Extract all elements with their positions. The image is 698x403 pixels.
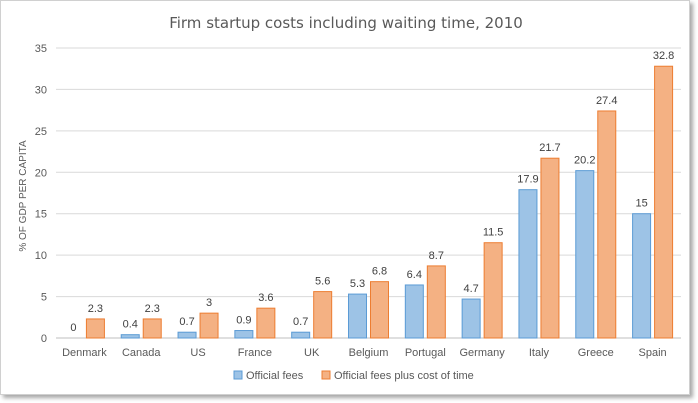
data-labels: 0 2.3 0.4 2.3 0.7 3 0.9 3.6 0.7 5.6 5.3 6.8 6.4 8.7 4.… [70,50,674,334]
y-tick-label: 30 [35,84,47,96]
category-label: US [190,347,205,359]
bar-fees-plus-time [370,281,389,339]
bar-official-fees [348,293,367,339]
data-label: 2.3 [88,303,103,315]
data-label: 32.8 [653,50,674,62]
bar-fees-plus-time [426,265,446,339]
data-label: 11.5 [483,227,504,239]
y-tick-label: 10 [35,250,47,262]
bar-official-fees [120,334,140,339]
data-label: 4.7 [463,283,478,295]
gridlines [56,47,681,339]
legend: Official fees Official fees plus cost of … [233,370,474,382]
bars [85,65,674,339]
y-tick-label: 5 [41,292,47,304]
bar-official-fees [177,331,197,339]
data-label: 0 [70,322,76,334]
bar-official-fees [632,213,652,339]
y-axis-label: % OF GDP PER CAPITA [18,140,29,252]
category-label: Portugal [405,347,446,359]
bar-fees-plus-time [483,242,503,339]
bar-official-fees [461,298,481,339]
data-label: 0.7 [293,316,308,328]
bar-fees-plus-time [597,110,617,339]
legend-swatch [233,370,243,380]
data-label: 20.2 [574,155,595,167]
data-label: 8.7 [429,250,444,262]
y-tick-label: 35 [35,43,47,55]
bar-fees-plus-time [313,291,333,339]
data-label: 5.6 [315,276,330,288]
legend-label: Official fees plus cost of time [334,370,474,382]
data-label: 21.7 [539,142,560,154]
category-label: UK [304,347,320,359]
bar-fees-plus-time [199,312,219,339]
bar-official-fees [575,170,595,339]
data-label: 0.4 [123,319,138,331]
category-label: Denmark [62,347,107,359]
chart-frame: Firm startup costs including waiting tim… [0,0,690,395]
category-label: Germany [460,347,506,359]
data-label: 15 [635,198,647,210]
category-label: Spain [639,347,667,359]
y-axis-ticks: 0 5 10 15 20 25 30 35 [35,43,47,345]
data-label: 3 [206,297,212,309]
category-label: Belgium [349,347,389,359]
data-label: 0.9 [236,315,251,327]
legend-swatch [321,370,331,380]
bar-fees-plus-time [85,318,105,339]
data-label: 2.3 [145,303,160,315]
category-label: Italy [529,347,550,359]
bar-official-fees [518,189,538,339]
bar-chart: Firm startup costs including waiting tim… [18,14,681,382]
legend-label: Official fees [246,370,304,382]
data-label: 6.4 [407,269,422,281]
bar-fees-plus-time [256,307,276,339]
y-tick-label: 25 [35,126,47,138]
y-tick-label: 15 [35,209,47,221]
bar-fees-plus-time [540,157,560,339]
bar-official-fees [404,284,424,339]
y-tick-label: 20 [35,167,47,179]
category-label: Greece [578,347,614,359]
data-label: 0.7 [179,316,194,328]
category-label: Canada [122,347,161,359]
category-labels: Denmark Canada US France UK Belgium Portugal Ge… [62,347,667,359]
chart-title: Firm startup costs including waiting tim… [169,14,523,32]
data-label: 27.4 [596,95,617,107]
bar-fees-plus-time [142,318,162,339]
bar-official-fees [234,330,254,339]
data-label: 17.9 [517,174,538,186]
bar-fees-plus-time [654,65,674,339]
y-tick-label: 0 [41,333,47,345]
data-label: 5.3 [350,278,365,290]
data-label: 3.6 [258,292,273,304]
data-label: 6.8 [372,266,387,278]
category-label: France [238,347,272,359]
bar-official-fees [291,331,311,339]
